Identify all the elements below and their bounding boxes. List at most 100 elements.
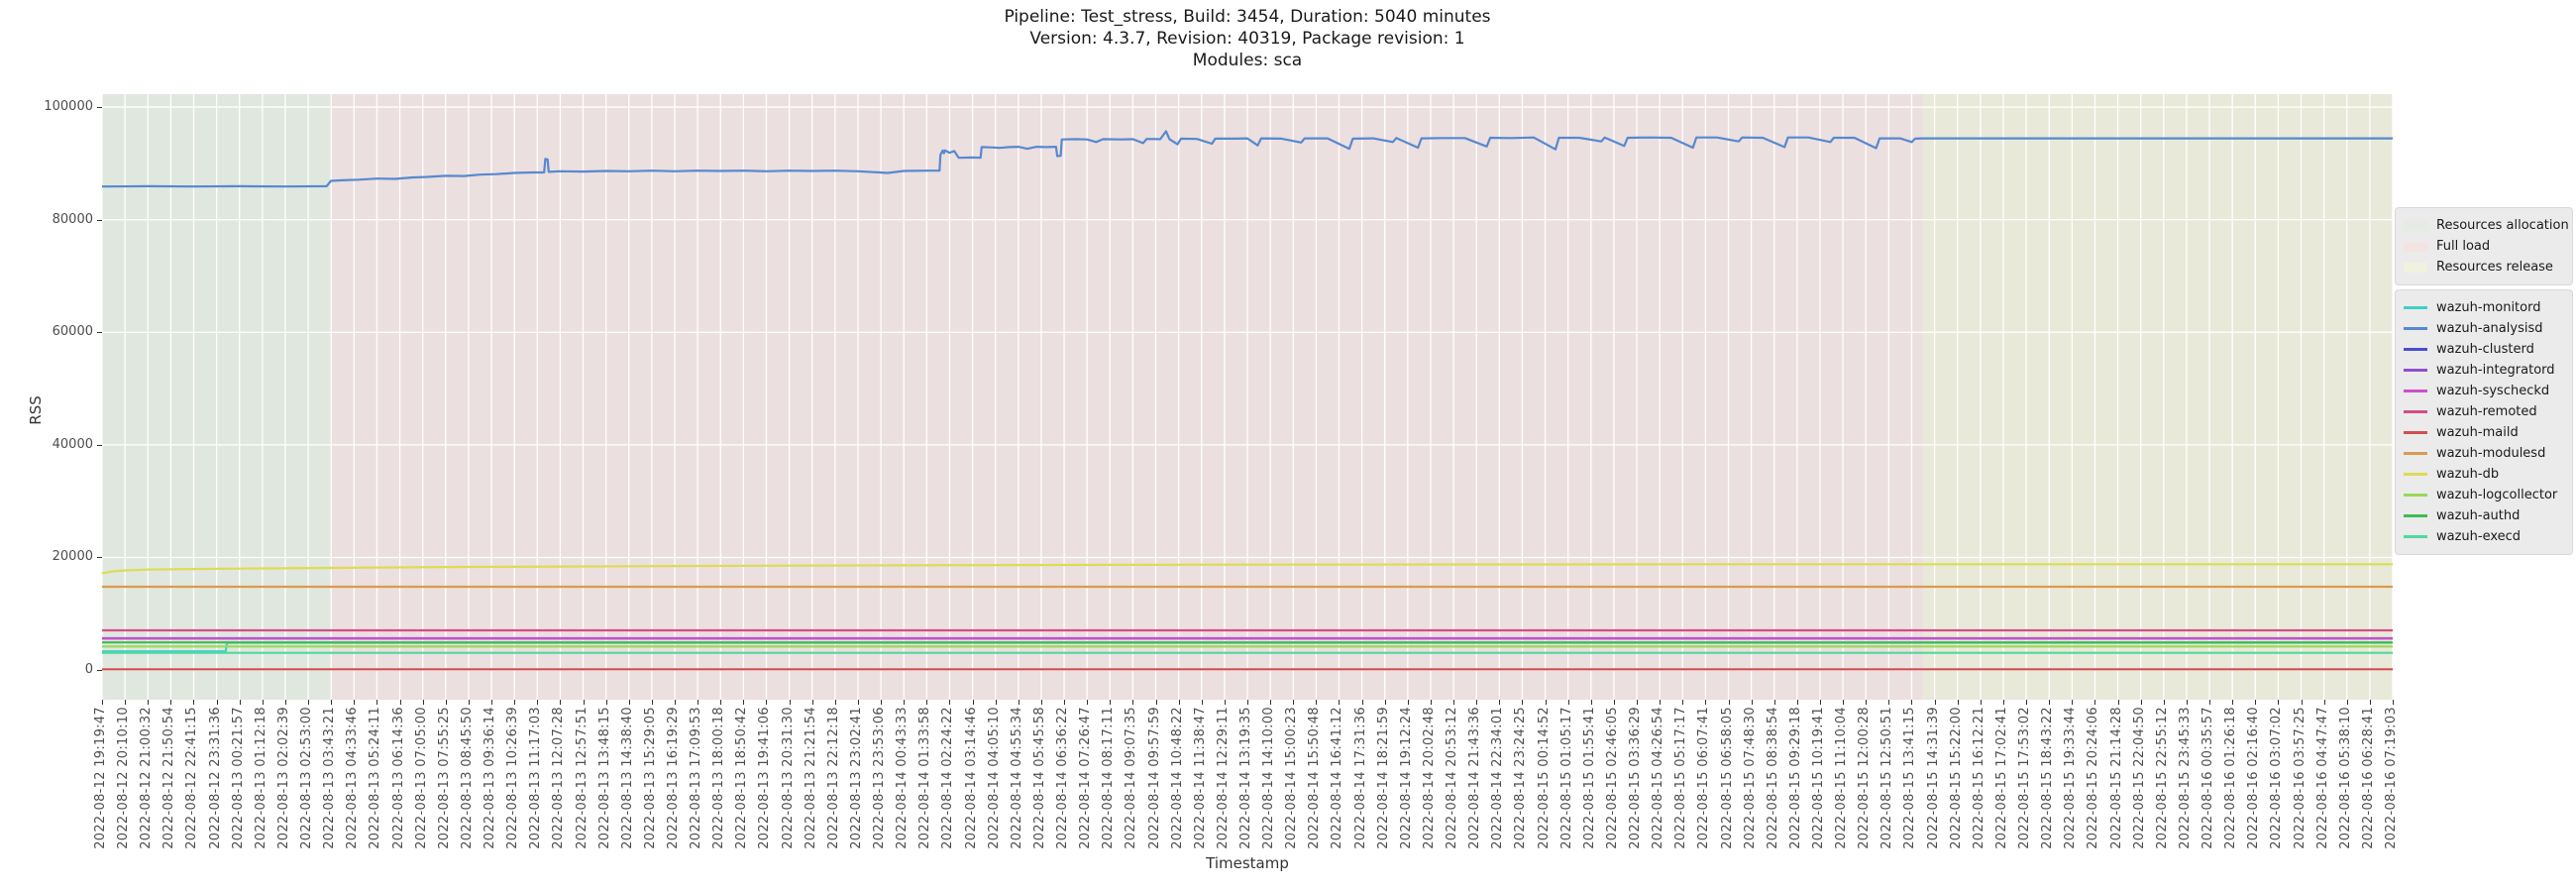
x-tick-label: 2022-08-13 16:19:29 <box>666 707 681 849</box>
x-tick-mark <box>1820 700 1821 705</box>
x-tick-mark <box>605 700 607 705</box>
x-tick-label: 2022-08-13 07:55:25 <box>436 707 452 849</box>
x-tick-label: 2022-08-15 20:24:06 <box>2086 707 2101 849</box>
x-tick-mark <box>148 700 150 705</box>
x-tick-label: 2022-08-14 18:21:59 <box>1375 707 1391 849</box>
x-tick-mark <box>834 700 836 705</box>
x-tick-mark <box>2163 700 2165 705</box>
chart-title: Pipeline: Test_stress, Build: 3454, Dura… <box>102 6 2393 71</box>
x-tick-mark <box>102 700 103 705</box>
x-tick-mark <box>2255 700 2257 705</box>
x-tick-mark <box>1911 700 1913 705</box>
x-tick-label: 2022-08-15 02:46:05 <box>1604 707 1620 849</box>
x-tick-mark <box>514 700 516 705</box>
x-tick-label: 2022-08-15 22:55:12 <box>2154 707 2170 849</box>
y-tick-label: 0 <box>84 662 93 678</box>
x-tick-mark <box>216 700 218 705</box>
x-tick-label: 2022-08-13 15:29:05 <box>642 707 658 849</box>
region-band <box>1923 94 2393 700</box>
x-tick-mark <box>1728 700 1730 705</box>
x-tick-mark <box>1751 700 1753 705</box>
x-tick-label: 2022-08-14 04:55:34 <box>1009 707 1024 849</box>
legend-label: wazuh-authd <box>2436 508 2521 523</box>
legend-series: wazuh-monitord wazuh-analysisd wazuh-clust… <box>2395 289 2573 555</box>
legend-row-series: wazuh-maild <box>2404 422 2562 443</box>
x-tick-label: 2022-08-13 04:33:46 <box>345 707 361 849</box>
x-tick-label: 2022-08-12 21:00:32 <box>139 707 155 849</box>
legend-row-series: wazuh-clusterd <box>2404 339 2562 360</box>
x-tick-label: 2022-08-16 00:35:57 <box>2200 707 2216 849</box>
x-tick-mark <box>422 700 424 705</box>
x-tick-label: 2022-08-15 12:00:28 <box>1857 707 1873 849</box>
x-tick-mark <box>262 700 264 705</box>
x-tick-label: 2022-08-14 13:19:35 <box>1238 707 1253 849</box>
x-tick-mark <box>491 700 493 705</box>
legend-row-series: wazuh-modulesd <box>2404 443 2562 464</box>
x-tick-mark <box>995 700 997 705</box>
x-tick-mark <box>2094 700 2096 705</box>
x-tick-label: 2022-08-14 11:38:47 <box>1192 707 1208 849</box>
series-line-wazuh-db <box>102 563 2393 575</box>
x-tick-label: 2022-08-14 15:00:23 <box>1284 707 1300 849</box>
x-tick-mark <box>789 700 791 705</box>
x-tick-label: 2022-08-13 21:21:54 <box>803 707 818 849</box>
legend-line-swatch <box>2404 390 2427 392</box>
x-tick-label: 2022-08-13 00:21:57 <box>230 707 246 849</box>
series-line-wazuh-analysisd <box>102 130 2393 188</box>
x-tick-label: 2022-08-13 08:45:50 <box>459 707 475 849</box>
x-tick-label: 2022-08-15 08:38:54 <box>1765 707 1780 849</box>
x-tick-mark <box>2301 700 2303 705</box>
x-tick-mark <box>1453 700 1455 705</box>
x-tick-label: 2022-08-15 05:17:17 <box>1673 707 1689 849</box>
x-tick-label: 2022-08-14 16:41:12 <box>1330 707 1345 849</box>
legend-label: wazuh-db <box>2436 467 2500 482</box>
x-tick-mark <box>125 700 127 705</box>
legend-line-swatch <box>2404 369 2427 372</box>
x-tick-mark <box>2232 700 2234 705</box>
x-tick-mark <box>537 700 539 705</box>
legend-label: wazuh-clusterd <box>2436 342 2534 357</box>
legend-label: wazuh-syscheckd <box>2436 384 2550 398</box>
x-tick-label: 2022-08-13 02:53:00 <box>299 707 315 849</box>
x-tick-label: 2022-08-15 06:58:05 <box>1719 707 1735 849</box>
x-tick-label: 2022-08-15 07:48:30 <box>1742 707 1758 849</box>
legend-row-series: wazuh-analysisd <box>2404 318 2562 339</box>
x-tick-label: 2022-08-13 18:50:42 <box>734 707 750 849</box>
x-tick-label: 2022-08-13 02:02:39 <box>275 707 291 849</box>
legend-row-series: wazuh-remoted <box>2404 401 2562 422</box>
x-tick-mark <box>1637 700 1639 705</box>
x-tick-mark <box>743 700 745 705</box>
x-axis-label: Timestamp <box>1206 854 1289 872</box>
x-tick-label: 2022-08-15 17:02:41 <box>1993 707 2009 849</box>
x-tick-label: 2022-08-16 04:47:47 <box>2314 707 2330 849</box>
legend-line-swatch <box>2404 327 2427 330</box>
x-tick-label: 2022-08-14 20:53:12 <box>1445 707 1460 849</box>
x-tick-label: 2022-08-15 14:31:39 <box>1925 707 1941 849</box>
x-tick-label: 2022-08-14 19:12:24 <box>1398 707 1414 849</box>
x-tick-mark <box>2323 700 2325 705</box>
legend-regions: Resources allocation Full load Resources r… <box>2395 207 2573 285</box>
legend-label: wazuh-maild <box>2436 425 2519 440</box>
legend-patch-swatch <box>2404 262 2427 273</box>
x-tick-label: 2022-08-12 23:31:36 <box>207 707 223 849</box>
title-line-2: Version: 4.3.7, Revision: 40319, Package… <box>1029 29 1465 49</box>
legend-row-region: Resources allocation <box>2404 215 2569 236</box>
x-tick-mark <box>1040 700 1042 705</box>
x-tick-mark <box>628 700 630 705</box>
x-tick-mark <box>2369 700 2371 705</box>
x-tick-label: 2022-08-14 07:26:47 <box>1078 707 1094 849</box>
x-tick-mark <box>1934 700 1936 705</box>
x-tick-label: 2022-08-15 01:05:17 <box>1558 707 1574 849</box>
legend-line-swatch <box>2404 410 2427 413</box>
y-tick-mark <box>97 670 102 672</box>
x-tick-mark <box>1407 700 1409 705</box>
x-tick-mark <box>193 700 195 705</box>
x-tick-label: 2022-08-15 13:41:15 <box>1902 707 1918 849</box>
legend-patch-swatch <box>2404 241 2427 252</box>
x-tick-mark <box>1567 700 1569 705</box>
x-tick-mark <box>1590 700 1592 705</box>
x-tick-mark <box>1384 700 1386 705</box>
x-tick-label: 2022-08-13 18:00:18 <box>711 707 727 849</box>
x-tick-mark <box>2346 700 2348 705</box>
x-tick-mark <box>445 700 447 705</box>
